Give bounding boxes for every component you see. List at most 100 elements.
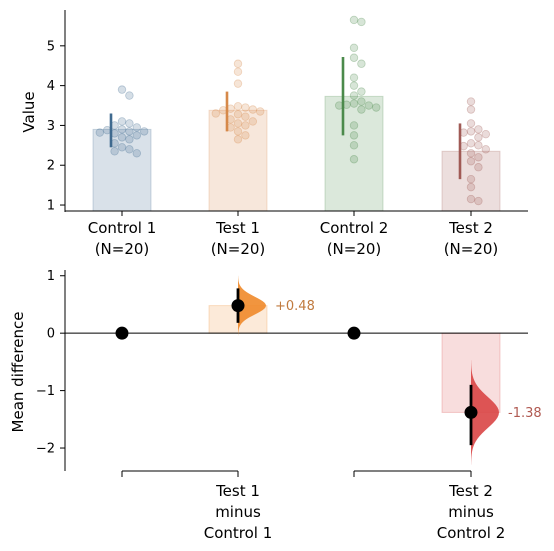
raw-data-point (357, 97, 366, 106)
raw-data-point (466, 119, 476, 128)
raw-data-point (357, 87, 366, 96)
raw-data-point (132, 149, 141, 158)
raw-data-point (95, 128, 104, 137)
group-mean-bar (92, 128, 152, 212)
mean-difference-panel: +0.48 -1.38 −2 −1 0 1 Test 1 minus Control 1 Te… (9, 269, 542, 542)
mean-difference-value: -1.38 (508, 406, 542, 421)
raw-data-point (474, 141, 483, 150)
raw-data-point (466, 149, 476, 158)
raw-data-point (349, 73, 359, 82)
comparison-label-test: Test 2 (448, 482, 493, 500)
raw-data-point (466, 105, 476, 114)
group-n-label: (N=20) (95, 240, 150, 258)
bottom-y-tick-label: 1 (47, 269, 55, 284)
raw-data-point (349, 53, 359, 62)
raw-data-point (233, 119, 243, 128)
raw-data-point (372, 103, 381, 112)
raw-data-point (349, 121, 359, 130)
group-n-label: (N=20) (327, 240, 382, 258)
comparison-label-minus: minus (215, 503, 261, 521)
top-y-tick-label: 2 (47, 159, 55, 174)
top-y-tick-label: 1 (47, 199, 55, 214)
raw-data-point (233, 67, 243, 76)
raw-data-point (364, 101, 373, 110)
bottom-y-tick-label: −2 (36, 442, 55, 457)
group-label: Test 1 (215, 219, 260, 237)
raw-data-point (474, 133, 483, 142)
raw-data-point (474, 125, 483, 134)
raw-data-point (117, 125, 127, 134)
group-mean-bar (441, 150, 501, 212)
raw-data-point (117, 133, 127, 142)
raw-data-point (117, 117, 127, 126)
raw-data-point (248, 117, 257, 126)
group-n-label: (N=20) (444, 240, 499, 258)
raw-data-point (256, 107, 265, 116)
group-mean-bar (324, 95, 384, 212)
group-label: Control 2 (320, 219, 389, 237)
raw-data-point (466, 157, 476, 166)
raw-data-point (233, 110, 243, 119)
comparison-label-control: Control 2 (437, 524, 506, 542)
comparison-label-minus: minus (448, 503, 494, 521)
group-label: Control 1 (88, 219, 157, 237)
raw-data-point (466, 174, 476, 184)
raw-data-point (357, 59, 366, 68)
mean-difference-value: +0.48 (275, 299, 315, 314)
raw-data-point (110, 147, 119, 156)
comparison-label-test: Test 1 (215, 482, 260, 500)
raw-data-point (211, 109, 220, 118)
raw-data-point (233, 59, 243, 68)
bottom-y-tick-label: 0 (47, 327, 55, 342)
raw-data-point (466, 182, 476, 192)
raw-data-point (233, 102, 243, 111)
raw-data-point (233, 135, 243, 144)
group-n-label: (N=20) (211, 240, 266, 258)
raw-data-point (139, 127, 149, 136)
raw-data-point (349, 141, 359, 150)
raw-data-point (117, 143, 127, 152)
raw-data-point (233, 127, 243, 136)
bootstrap-distribution (471, 360, 499, 465)
raw-data-point (349, 155, 359, 164)
bottom-y-axis-label: Mean difference (9, 312, 27, 433)
raw-data-point (241, 112, 250, 121)
raw-data-point (466, 139, 476, 148)
control-reference-point (347, 326, 361, 340)
mean-difference-point (464, 405, 478, 419)
bottom-y-tick-label: −1 (36, 384, 55, 399)
raw-data-point (241, 103, 250, 112)
raw-data-point (481, 145, 490, 154)
raw-data-point (349, 43, 359, 53)
top-y-axis-label: Value (20, 91, 38, 132)
raw-data-point (474, 196, 483, 206)
raw-data-point (349, 91, 359, 100)
raw-data-point (474, 163, 483, 172)
raw-data-point (125, 135, 134, 144)
raw-data-point (357, 17, 366, 27)
raw-data-panel: 1 2 3 4 5 Control 1 (N=20) Test 1 (N=20) Control… (20, 10, 528, 258)
raw-data-point (132, 131, 141, 140)
top-y-tick-label: 3 (47, 119, 55, 134)
raw-data-point (349, 99, 359, 108)
raw-data-point (349, 131, 359, 140)
mean-difference-point (231, 299, 245, 313)
raw-data-point (466, 97, 476, 106)
raw-data-point (466, 194, 476, 204)
group-label: Test 2 (448, 219, 493, 237)
raw-data-point (357, 105, 366, 114)
raw-data-point (125, 119, 134, 128)
raw-data-point (117, 85, 127, 94)
raw-data-point (125, 145, 134, 154)
raw-data-point (474, 153, 483, 162)
control-reference-point (115, 326, 129, 340)
raw-data-point (481, 129, 490, 139)
raw-data-point (349, 81, 359, 90)
top-y-tick-label: 5 (47, 39, 55, 54)
raw-data-point (466, 127, 476, 136)
raw-data-point (125, 127, 134, 136)
group-mean-bar (208, 109, 268, 212)
raw-data-point (241, 131, 250, 140)
raw-data-point (241, 121, 250, 130)
